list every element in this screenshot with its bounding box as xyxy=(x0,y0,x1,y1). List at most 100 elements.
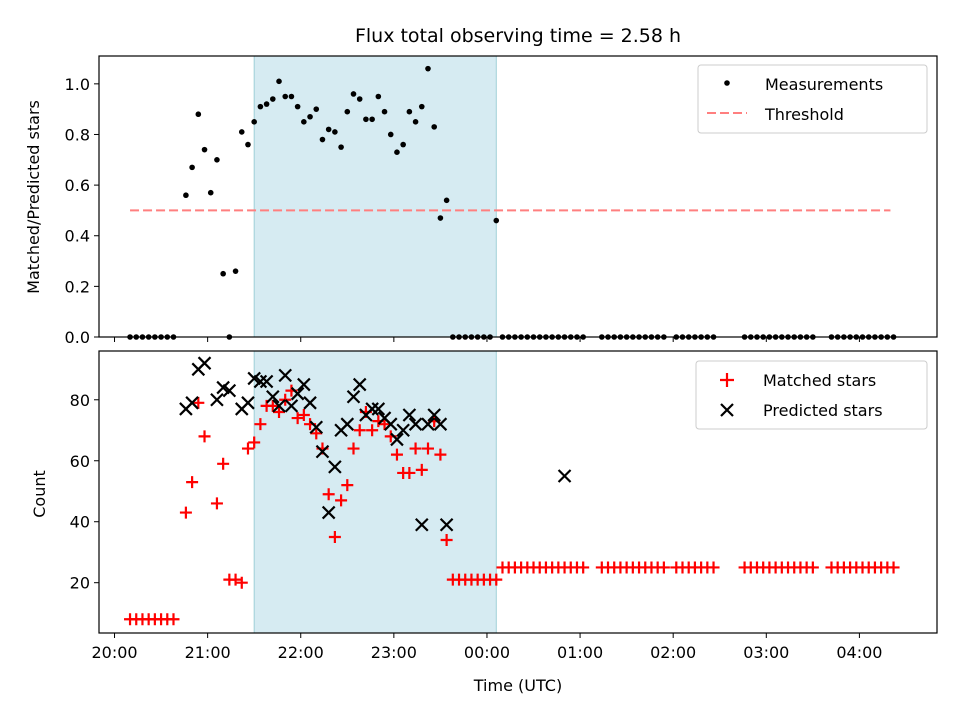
measurement-point xyxy=(288,93,295,100)
matched-star-point xyxy=(366,424,379,437)
matched-star-point xyxy=(266,399,279,412)
predicted-star-point xyxy=(315,444,330,459)
measurement-point xyxy=(232,268,239,274)
measurement-point xyxy=(412,119,419,125)
predicted-star-point xyxy=(222,383,237,398)
y-tick-label: 80 xyxy=(70,391,90,410)
measurement-point xyxy=(375,93,382,100)
predicted-star-point xyxy=(427,408,441,422)
predicted-star-point xyxy=(259,374,274,389)
measurement-point xyxy=(245,141,251,148)
measurement-point xyxy=(493,217,500,224)
measurement-point xyxy=(400,141,406,148)
predicted-star-point xyxy=(197,356,212,370)
top-shaded-region xyxy=(253,55,497,338)
x-tick-label: 04:00 xyxy=(836,643,882,662)
matched-star-point xyxy=(806,561,819,574)
predicted-star-point xyxy=(303,396,317,410)
predicted-star-point xyxy=(371,402,386,416)
matched-stars-series xyxy=(124,384,900,626)
matched-star-point xyxy=(186,476,199,489)
predicted-star-point xyxy=(421,417,435,431)
measurement-point xyxy=(363,116,369,123)
predicted-star-point xyxy=(340,417,355,431)
matched-star-point xyxy=(210,497,223,510)
bottom-y-axis-label: Count xyxy=(30,470,49,518)
x-tick-label: 02:00 xyxy=(650,643,696,662)
matched-star-point xyxy=(378,418,391,431)
measurement-point xyxy=(369,116,375,123)
chart-title: Flux total observing time = 2.58 h xyxy=(355,25,681,47)
predicted-star-point xyxy=(272,399,286,413)
matched-star-point xyxy=(403,466,416,479)
y-tick-label: 40 xyxy=(70,513,90,532)
measurement-point xyxy=(257,103,264,110)
x-tick-label: 00:00 xyxy=(464,643,510,662)
predicted-stars-series xyxy=(179,356,572,532)
legend-matched-label: Matched stars xyxy=(763,371,876,390)
matched-star-point xyxy=(254,418,267,431)
measurement-point xyxy=(276,78,282,85)
matched-star-point xyxy=(328,530,341,543)
top-y-ticks: 0.0 0.2 0.4 0.6 0.8 1.0 xyxy=(65,75,99,347)
measurement-point xyxy=(282,93,289,100)
predicted-star-point xyxy=(321,505,336,520)
matched-star-point xyxy=(390,448,403,461)
predicted-star-point xyxy=(309,420,324,434)
matched-star-point xyxy=(577,561,590,574)
predicted-star-point xyxy=(408,417,423,431)
matched-star-point xyxy=(657,561,670,574)
matched-star-point xyxy=(341,479,354,492)
measurement-point xyxy=(251,119,257,125)
predicted-star-point xyxy=(390,432,404,447)
matched-star-point xyxy=(440,534,453,547)
predicted-star-point xyxy=(365,402,379,416)
predicted-star-point xyxy=(297,377,311,392)
measurement-point xyxy=(332,129,338,135)
predicted-star-point xyxy=(284,399,299,413)
measurement-point xyxy=(207,189,214,196)
matched-star-point xyxy=(192,396,205,409)
x-axis-label: Time (UTC) xyxy=(473,676,562,695)
matched-star-point xyxy=(887,561,900,574)
x-tick-label: 01:00 xyxy=(557,643,603,662)
measurement-point xyxy=(387,131,394,138)
measurement-point xyxy=(344,108,351,115)
matched-star-point xyxy=(322,488,335,501)
measurement-point xyxy=(443,197,450,204)
predicted-star-point xyxy=(439,517,454,532)
matched-star-point xyxy=(179,506,192,519)
matched-star-point xyxy=(707,561,720,574)
predicted-star-point xyxy=(433,417,448,431)
matched-star-point xyxy=(409,442,422,455)
bottom-x-ticks: 20:00 21:00 22:00 23:00 00:00 01:00 02:00 03:00… xyxy=(91,633,882,662)
legend-predicted-marker xyxy=(720,403,734,417)
matched-star-point xyxy=(353,424,366,437)
measurement-point xyxy=(195,111,202,118)
bottom-legend: Matched stars Predicted stars xyxy=(695,360,928,430)
measurement-point xyxy=(201,146,208,153)
measurement-point xyxy=(338,144,344,150)
top-panel: 0.0 0.2 0.4 0.6 0.8 1.0 Matched/Predicted sta… xyxy=(24,55,938,347)
predicted-star-point xyxy=(346,389,361,404)
legend-measurements-marker xyxy=(724,80,730,86)
matched-star-point xyxy=(335,494,348,507)
bottom-y-ticks: 20 40 60 80 xyxy=(70,391,99,593)
matched-star-point xyxy=(434,448,447,461)
measurement-point xyxy=(313,106,320,112)
x-tick-label: 03:00 xyxy=(743,643,789,662)
measurement-point xyxy=(325,126,332,133)
matched-star-point xyxy=(273,405,286,418)
predicted-star-point xyxy=(383,417,398,431)
predicted-star-point xyxy=(253,374,268,389)
predicted-star-point xyxy=(396,423,410,438)
predicted-star-point xyxy=(290,386,305,401)
predicted-star-point xyxy=(210,393,224,407)
predicted-star-point xyxy=(352,377,367,392)
bottom-legend-box xyxy=(695,360,928,430)
y-tick-label: 0.4 xyxy=(65,227,90,246)
measurement-point xyxy=(319,136,326,143)
top-legend: Measurements Threshold xyxy=(697,64,928,134)
measurement-point xyxy=(238,129,245,135)
